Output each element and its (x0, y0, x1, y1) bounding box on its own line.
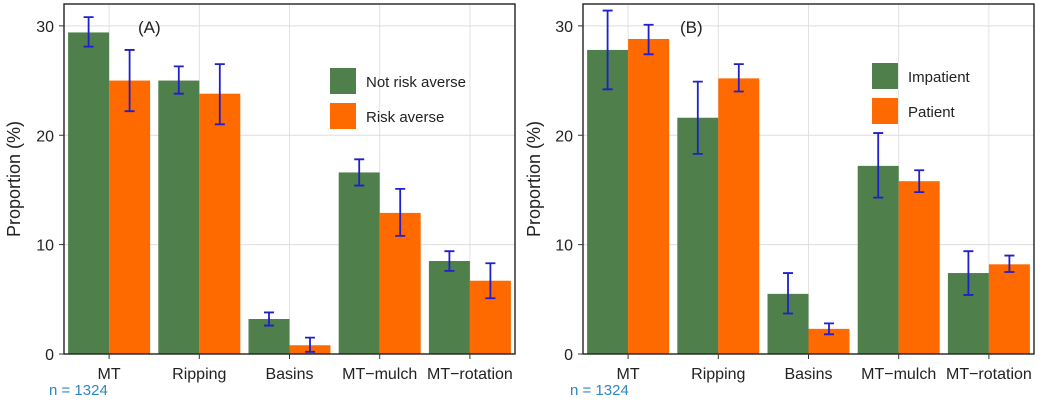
errorbar-impatient-mt (602, 9, 613, 91)
y-axis-label: Proportion (%) (524, 121, 544, 237)
legend: Not risk averse Risk averse (330, 68, 466, 129)
error-bars (83, 16, 496, 353)
legend-swatch-patient (872, 98, 898, 124)
legend-label-risk-averse: Risk averse (366, 109, 444, 126)
y-tick-label: 20 (555, 128, 573, 145)
bar-impatient-ripping (677, 117, 719, 354)
x-tick-label-mt-rotation: MT−rotation (427, 366, 513, 383)
errorbar-impatient-basins (783, 272, 793, 315)
errorbar-impatient-mt-mulch (873, 132, 884, 199)
bar-patient-ripping (718, 78, 760, 354)
y-tick-label: 20 (36, 128, 54, 145)
errorbar-risk-averse-mt (124, 49, 135, 113)
bar-not-risk-averse-mt (68, 32, 110, 354)
errorbar-patient-mt (643, 23, 654, 56)
errorbar-patient-mt-rotation (1004, 254, 1015, 273)
bar-not-risk-averse-mt-rotation (428, 261, 470, 354)
x-tick-label-mt: MT (98, 366, 121, 383)
errorbar-not-risk-averse-ripping (173, 65, 184, 95)
errorbar-impatient-mt-rotation (963, 250, 974, 296)
bar-risk-averse-ripping (199, 93, 241, 354)
errorbar-impatient-ripping (692, 80, 703, 155)
errorbar-risk-averse-mt-rotation (485, 262, 496, 300)
y-tick-label: 0 (45, 347, 54, 364)
bar-impatient-mt (587, 49, 629, 354)
x-tick-label-mt-mulch: MT−mulch (342, 366, 417, 383)
errorbar-not-risk-averse-mt (83, 16, 94, 48)
chart-panel-b: 0 10 20 30 MT Ripping Basins MT−mulch MT−rotatio… (524, 3, 1035, 399)
x-tick-label-mt: MT (617, 366, 640, 383)
chart-panel-a: 0 10 20 30 MT Ripping Basins MT−mulch MT−rotatio… (4, 3, 516, 399)
panel-tag: (A) (138, 18, 161, 37)
error-bars (602, 9, 1015, 336)
legend-label-impatient: Impatient (908, 69, 971, 86)
errorbar-not-risk-averse-mt-mulch (354, 158, 365, 187)
x-tick-label-basins: Basins (265, 366, 313, 383)
x-tick-label-ripping: Ripping (691, 366, 745, 383)
errorbar-patient-ripping (733, 63, 744, 93)
y-tick-label: 0 (564, 347, 573, 364)
bars (68, 32, 511, 354)
x-tick-label-ripping: Ripping (172, 366, 226, 383)
bar-patient-mt (628, 39, 670, 354)
legend-swatch-risk-averse (330, 103, 356, 129)
legend-swatch-not-risk-averse (330, 68, 356, 94)
sample-size-label: n = 1324 (49, 382, 108, 399)
panel-tag: (B) (680, 18, 703, 37)
errorbar-not-risk-averse-basins (264, 311, 274, 327)
legend-swatch-impatient (872, 63, 898, 89)
errorbar-patient-mt-mulch (914, 169, 925, 194)
y-tick-label: 30 (555, 19, 573, 36)
bar-patient-mt-rotation (988, 264, 1030, 354)
y-tick-label: 30 (36, 19, 54, 36)
errorbar-patient-basins (824, 322, 834, 336)
legend-label-not-risk-averse: Not risk averse (366, 74, 466, 91)
y-tick-label: 10 (36, 238, 54, 255)
legend: Impatient Patient (872, 63, 971, 124)
bar-not-risk-averse-ripping (158, 80, 200, 354)
y-tick-label: 10 (555, 238, 573, 255)
errorbar-risk-averse-basins (305, 336, 315, 353)
bar-not-risk-averse-mt-mulch (338, 172, 380, 354)
x-tick-label-basins: Basins (784, 366, 832, 383)
legend-label-patient: Patient (908, 104, 956, 121)
y-axis-label: Proportion (%) (4, 121, 24, 237)
errorbar-risk-averse-mt-mulch (395, 187, 406, 237)
bar-risk-averse-mt (109, 80, 151, 354)
sample-size-label: n = 1324 (570, 382, 629, 399)
x-tick-label-mt-mulch: MT−mulch (861, 366, 936, 383)
errorbar-risk-averse-ripping (214, 63, 225, 126)
errorbar-not-risk-averse-mt-rotation (444, 250, 455, 272)
x-tick-label-mt-rotation: MT−rotation (946, 366, 1032, 383)
bar-patient-mt-mulch (898, 181, 940, 354)
